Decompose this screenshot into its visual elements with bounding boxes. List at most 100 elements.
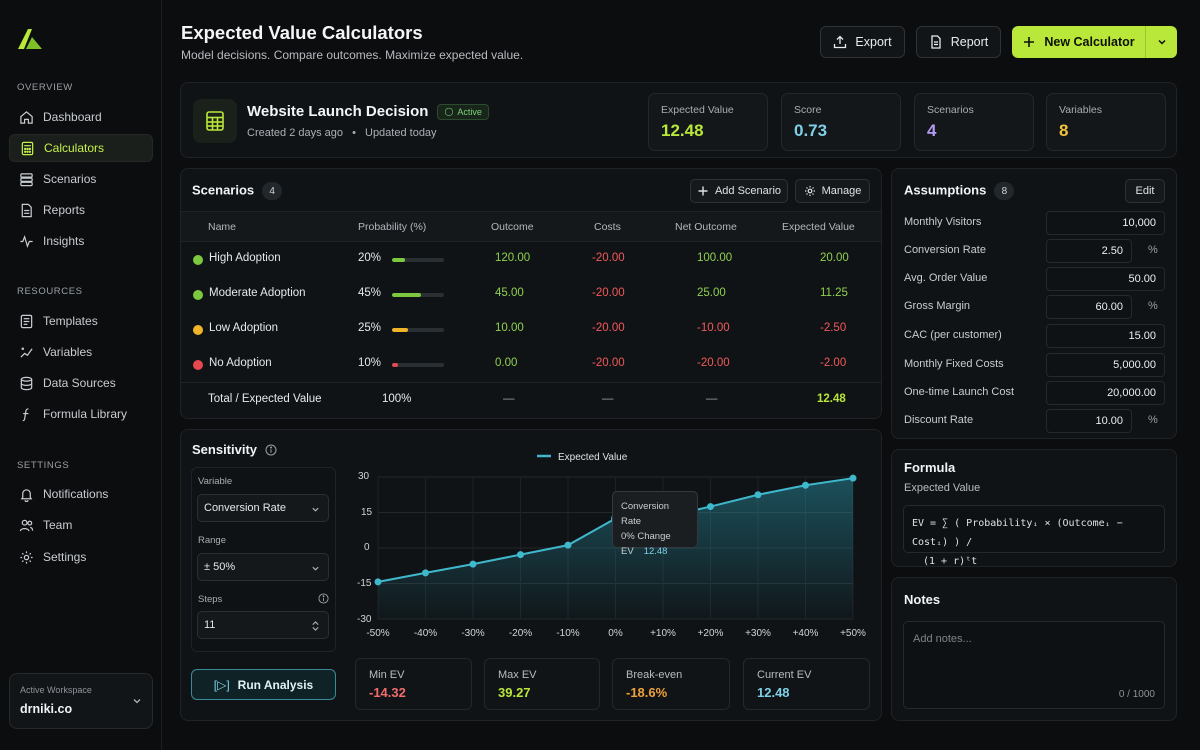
- scenario-name: Moderate Adoption: [209, 287, 306, 299]
- info-icon[interactable]: [265, 444, 277, 456]
- sidebar-item-templates[interactable]: Templates: [9, 307, 153, 335]
- sidebar-item-formula-library[interactable]: Formula Library: [9, 400, 153, 428]
- data-point[interactable]: [754, 491, 762, 499]
- scenario-outcome: 120.00: [495, 252, 531, 264]
- assumption-unit: %: [1148, 300, 1158, 312]
- sidebar-item-calculators[interactable]: Calculators: [9, 134, 153, 162]
- data-point[interactable]: [802, 481, 809, 489]
- x-tick: +30%: [745, 628, 771, 639]
- sidebar: OVERVIEW Dashboard Calculators Scenarios…: [0, 0, 162, 750]
- updated-text: Updated today: [365, 127, 437, 139]
- report-button[interactable]: Report: [916, 26, 1001, 58]
- calculator-icon: [21, 141, 34, 155]
- assumptions-count: 8: [994, 182, 1015, 200]
- data-point[interactable]: [517, 551, 524, 559]
- run-analysis-button[interactable]: [▷] Run Analysis: [191, 669, 336, 700]
- kpi-label: Scenarios: [927, 104, 974, 116]
- sidebar-item-data-sources[interactable]: Data Sources: [9, 369, 153, 397]
- notes-textarea[interactable]: Add notes... 0 / 1000: [903, 621, 1165, 709]
- sidebar-item-settings[interactable]: Settings: [9, 543, 153, 571]
- assumption-input[interactable]: 60.00: [1046, 295, 1132, 319]
- data-point[interactable]: [849, 474, 857, 482]
- tooltip-title: Conversion Rate: [621, 501, 670, 527]
- data-point[interactable]: [374, 578, 382, 586]
- function-icon: [22, 407, 29, 421]
- x-tick: +10%: [650, 628, 676, 639]
- x-tick: -20%: [508, 628, 533, 639]
- range-select[interactable]: ± 50%: [197, 553, 329, 581]
- stat-break-even: Break-even -18.6%: [612, 658, 730, 710]
- assumption-input[interactable]: 20,000.00: [1046, 381, 1165, 405]
- assumption-input[interactable]: 15.00: [1046, 324, 1165, 348]
- info-icon[interactable]: [318, 593, 329, 604]
- assumption-input[interactable]: 50.00: [1046, 267, 1165, 291]
- sidebar-item-dashboard[interactable]: Dashboard: [9, 103, 153, 131]
- edit-assumptions-button[interactable]: Edit: [1125, 179, 1165, 203]
- chevron-down-icon: [1157, 39, 1166, 45]
- kpi-label: Variables: [1059, 104, 1102, 116]
- probability-bar-fill: [392, 363, 399, 367]
- scenario-outcome: 0.00: [495, 357, 518, 369]
- kpi-value: 12.48: [661, 121, 704, 140]
- layers-icon: [20, 172, 33, 186]
- assumption-input[interactable]: 10,000: [1046, 211, 1165, 235]
- kpi-value: 8: [1059, 121, 1069, 140]
- sidebar-item-notifications[interactable]: Notifications: [9, 480, 153, 508]
- assumption-label: Discount Rate: [904, 414, 974, 426]
- data-point[interactable]: [707, 503, 714, 511]
- x-tick: -40%: [413, 628, 438, 639]
- add-scenario-button[interactable]: Add Scenario: [690, 179, 788, 203]
- scenario-ev: -2.00: [820, 357, 847, 369]
- y-tick: -30: [357, 614, 372, 625]
- assumption-input[interactable]: 2.50: [1046, 239, 1132, 263]
- assumptions-title-text: Assumptions: [904, 182, 987, 198]
- table-header: [181, 211, 881, 242]
- y-tick: -15: [357, 578, 372, 589]
- home-icon: [20, 110, 33, 124]
- data-point[interactable]: [422, 569, 429, 577]
- sidebar-item-insights[interactable]: Insights: [9, 227, 153, 255]
- scenario-probability: 45%: [358, 287, 382, 299]
- export-button[interactable]: Export: [820, 26, 905, 58]
- new-calculator-button[interactable]: New Calculator: [1012, 26, 1145, 58]
- sidebar-item-label: Variables: [43, 345, 93, 359]
- sidebar-item-team[interactable]: Team: [9, 511, 153, 539]
- workspace-switcher[interactable]: Active Workspace drniki.co: [9, 673, 153, 729]
- bell-icon: [20, 488, 33, 502]
- data-point[interactable]: [469, 560, 477, 568]
- manage-button[interactable]: Manage: [795, 179, 870, 203]
- tooltip-ev-value: 12.48: [643, 546, 668, 557]
- data-point[interactable]: [564, 541, 572, 549]
- sidebar-item-reports[interactable]: Reports: [9, 196, 153, 224]
- variables-icon: [20, 346, 33, 358]
- run-icon: [▷]: [213, 677, 230, 692]
- variable-select[interactable]: Conversion Rate: [197, 494, 329, 522]
- probability-bar: [392, 328, 444, 332]
- scenarios-count: 4: [262, 182, 283, 200]
- stat-value: 39.27: [498, 685, 531, 700]
- sidebar-item-variables[interactable]: Variables: [9, 338, 153, 366]
- new-calculator-dropdown[interactable]: [1145, 26, 1177, 58]
- tooltip-ev-label: EV: [621, 546, 634, 557]
- assumptions-title: Assumptions 8: [904, 182, 1015, 200]
- document-icon: [21, 203, 32, 217]
- steps-stepper[interactable]: 11: [197, 611, 329, 639]
- scenario-name: No Adoption: [209, 357, 272, 369]
- calculator-name: Website Launch Decision: [247, 103, 429, 120]
- stat-value: 12.48: [757, 685, 790, 700]
- notes-counter: 0 / 1000: [1118, 689, 1155, 700]
- assumption-label: Monthly Fixed Costs: [904, 358, 1004, 370]
- logo-icon[interactable]: [16, 27, 44, 51]
- sensitivity-title-text: Sensitivity: [192, 442, 258, 457]
- assumption-input[interactable]: 10.00: [1046, 409, 1132, 433]
- assumption-input[interactable]: 5,000.00: [1046, 353, 1165, 377]
- scenario-probability: 25%: [358, 322, 382, 334]
- gear-icon: [20, 550, 33, 564]
- sidebar-item-label: Templates: [43, 314, 98, 328]
- formula-subtitle: Expected Value: [904, 482, 981, 494]
- stat-label: Break-even: [626, 669, 683, 681]
- calculator-name-row: Website Launch Decision ◯ Active: [247, 103, 489, 120]
- sidebar-item-scenarios[interactable]: Scenarios: [9, 165, 153, 193]
- status-dot: [193, 255, 203, 265]
- scenario-probability: 10%: [358, 357, 382, 369]
